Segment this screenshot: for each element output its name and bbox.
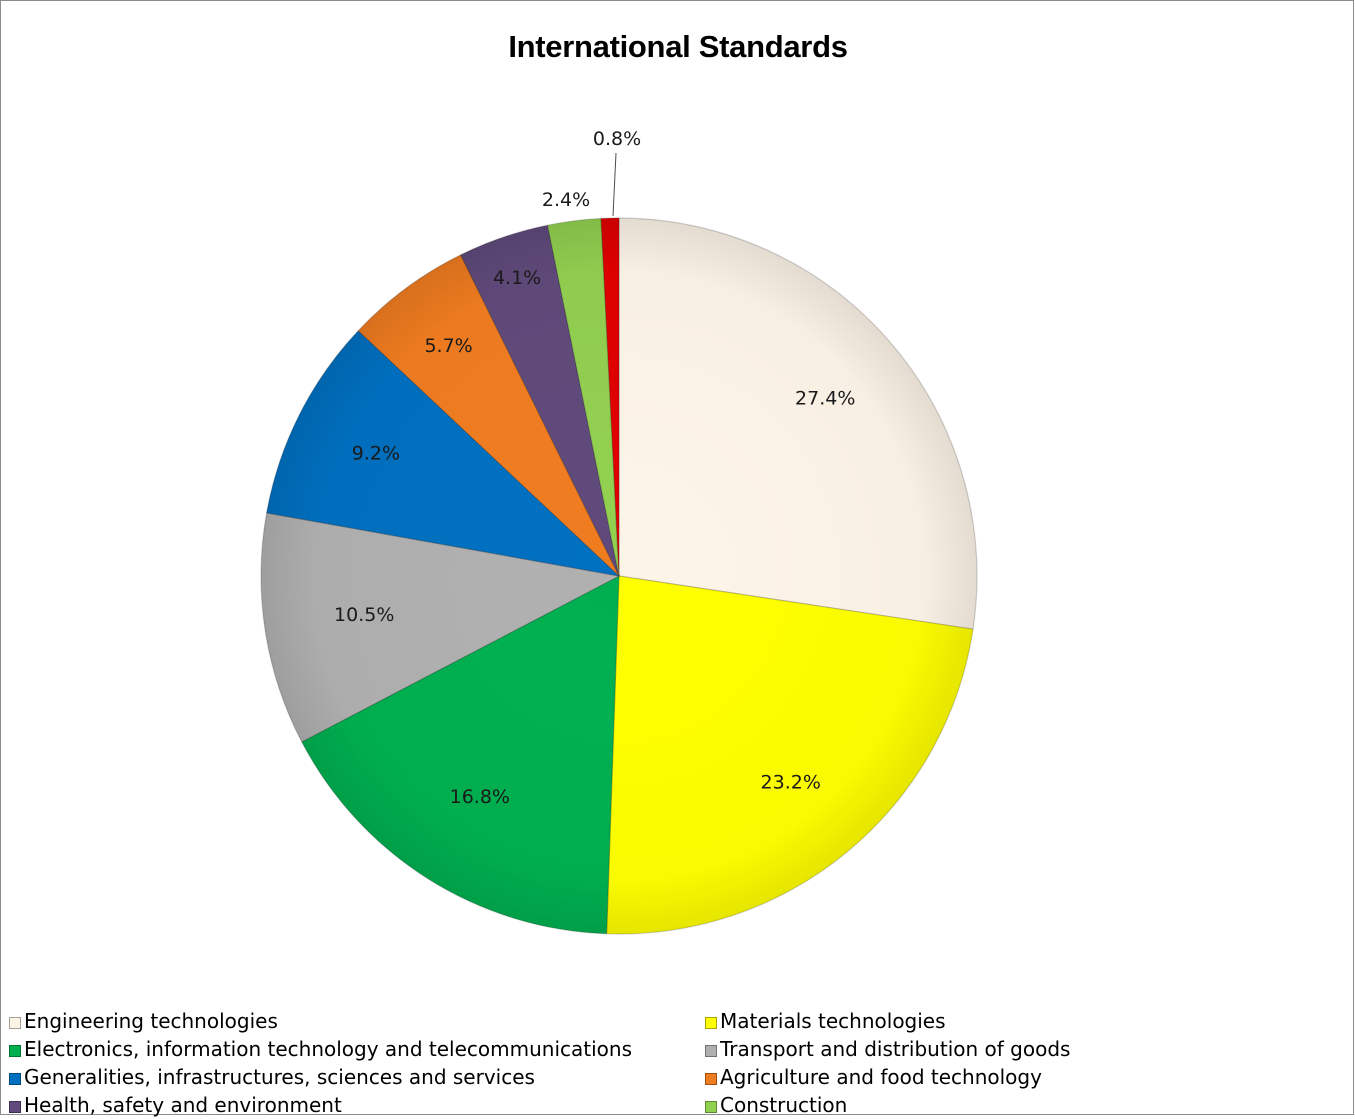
leader-line xyxy=(612,152,617,217)
legend-swatch xyxy=(705,1017,717,1029)
legend-label: Electronics, information technology and … xyxy=(24,1037,632,1061)
data-label-2: 23.2% xyxy=(761,772,821,794)
data-label-9: 0.8% xyxy=(593,128,641,150)
legend-label: Generalities, infrastructures, sciences … xyxy=(24,1065,535,1089)
legend-item: Engineering technologies xyxy=(9,1007,278,1035)
data-label-5: 9.2% xyxy=(352,443,400,465)
pie-chart: 27.4% 23.2% 16.8% 10.5% 9.2% 5.7% 4.1% 2.4% 0.8% xyxy=(260,128,978,935)
legend-label: Health, safety and environment xyxy=(24,1093,342,1117)
legend-item: Generalities, infrastructures, sciences … xyxy=(9,1063,535,1091)
legend-item: Transport and distribution of goods xyxy=(705,1035,1070,1063)
legend: Engineering technologies Materials techno… xyxy=(9,1007,1349,1117)
chart-title: International Standards xyxy=(508,29,848,64)
legend-label: Materials technologies xyxy=(720,1009,946,1033)
data-label-4: 10.5% xyxy=(334,604,394,626)
legend-swatch xyxy=(9,1017,21,1029)
pie-slice-2 xyxy=(606,575,974,935)
data-label-7: 4.1% xyxy=(493,267,541,289)
legend-swatch xyxy=(705,1045,717,1057)
pie-slice-1 xyxy=(618,217,978,630)
legend-label: Transport and distribution of goods xyxy=(720,1037,1071,1061)
legend-item: Agriculture and food technology xyxy=(705,1063,1042,1091)
legend-item: Materials technologies xyxy=(705,1007,946,1035)
legend-item: Construction xyxy=(705,1091,847,1119)
legend-swatch xyxy=(9,1101,21,1113)
legend-label: Construction xyxy=(720,1093,848,1117)
legend-label: Agriculture and food technology xyxy=(720,1065,1042,1089)
data-label-6: 5.7% xyxy=(424,335,472,357)
legend-swatch xyxy=(9,1073,21,1085)
legend-item: Health, safety and environment xyxy=(9,1091,342,1119)
legend-swatch xyxy=(705,1101,717,1113)
data-label-8: 2.4% xyxy=(542,189,590,211)
legend-swatch xyxy=(705,1073,717,1085)
data-label-1: 27.4% xyxy=(795,388,855,410)
legend-item: Electronics, information technology and … xyxy=(9,1035,632,1063)
legend-label: Engineering technologies xyxy=(24,1009,278,1033)
legend-swatch xyxy=(9,1045,21,1057)
data-label-3: 16.8% xyxy=(450,786,510,808)
